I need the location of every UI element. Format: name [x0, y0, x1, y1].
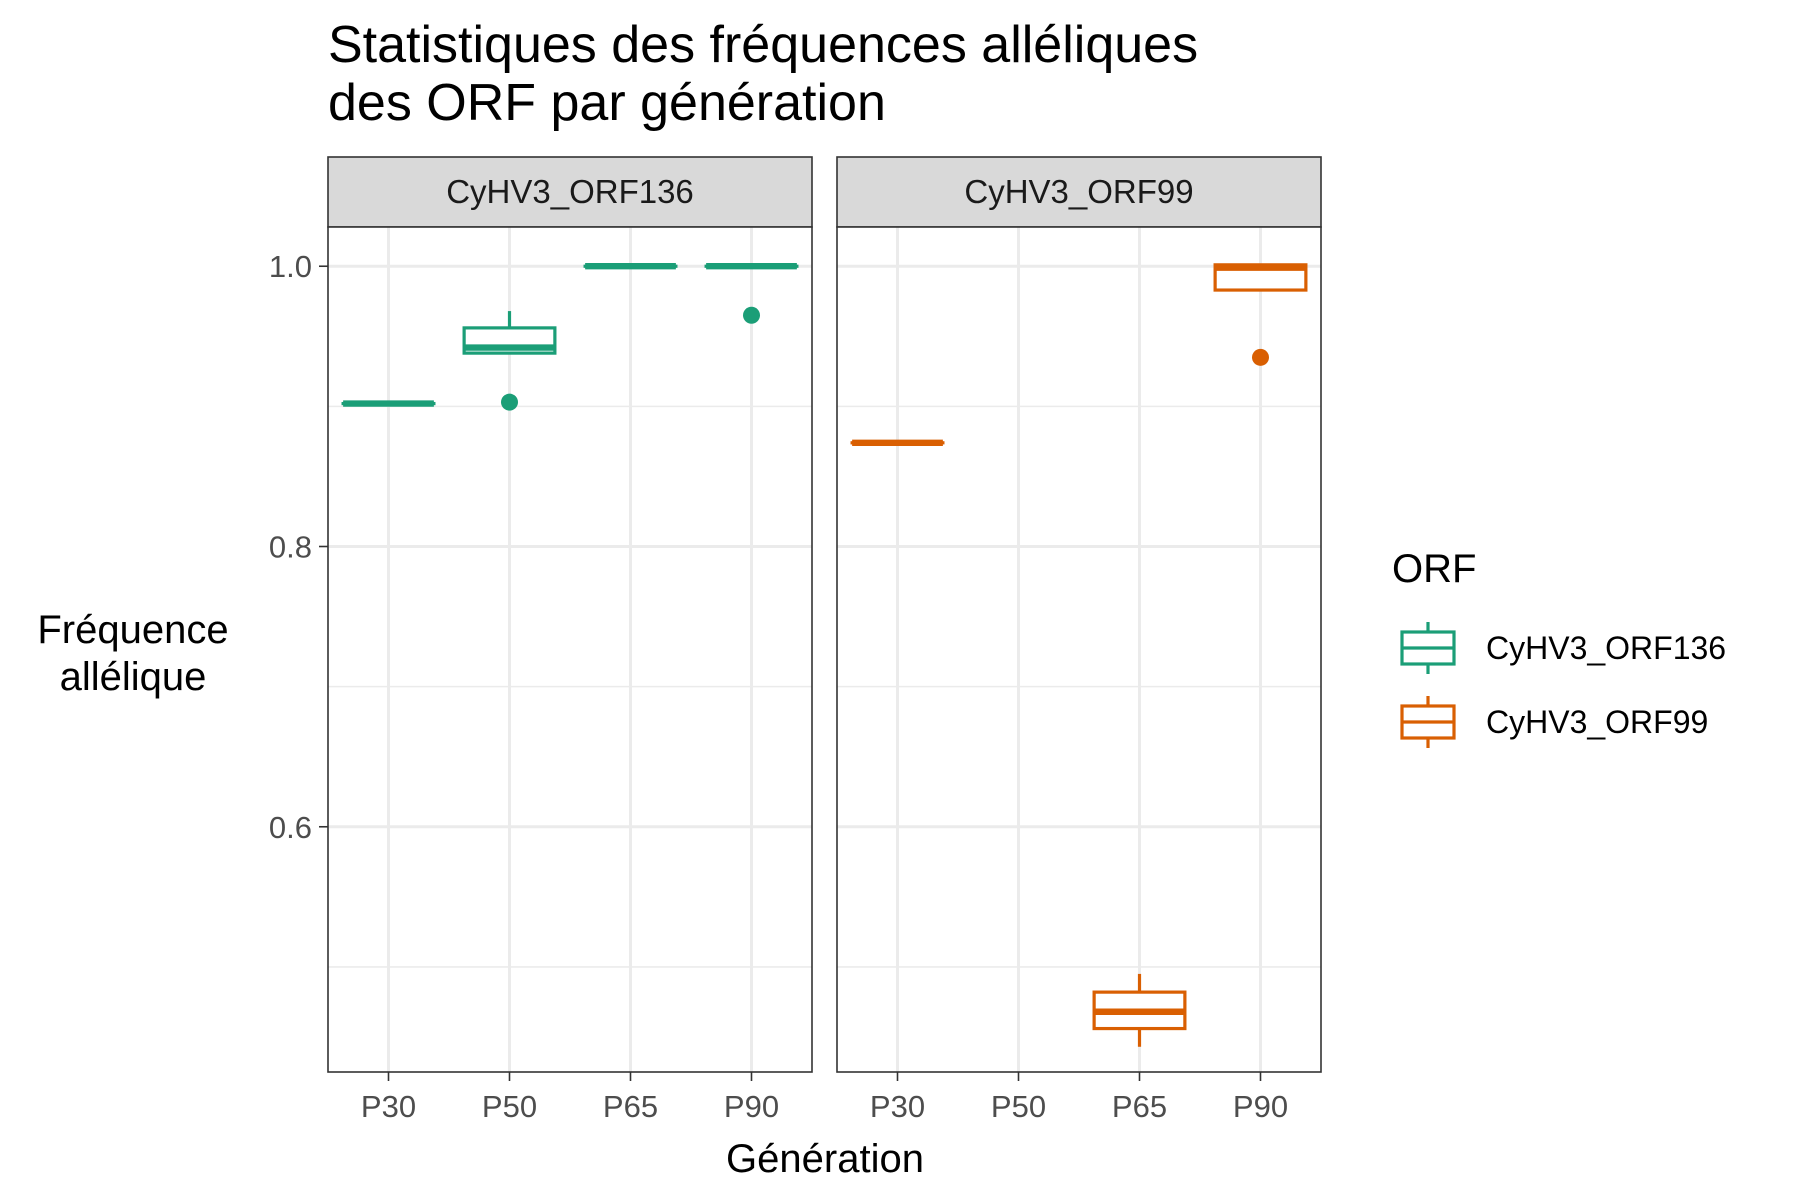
chart-title-line-1: Statistiques des fréquences alléliques — [328, 16, 1198, 74]
box-outlier — [743, 306, 760, 324]
facet-strip-label: CyHV3_ORF99 — [964, 173, 1193, 210]
x-axis: P30 P50 P65 P90 P30 P50 P65 P90 — [361, 1072, 1288, 1124]
panel-background — [837, 227, 1321, 1072]
panel-background — [328, 227, 812, 1072]
y-axis-title-line-1: Fréquence — [37, 608, 228, 652]
x-tick-label: P90 — [1233, 1089, 1288, 1124]
legend: ORF CyHV3_ORF136 CyHV3_ORF99 — [1392, 547, 1726, 748]
box-p65 — [1092, 973, 1187, 1047]
legend-label: CyHV3_ORF99 — [1486, 704, 1708, 740]
x-tick-label: P30 — [361, 1089, 416, 1124]
facet-strip-label: CyHV3_ORF136 — [446, 173, 694, 210]
facet-panels: CyHV3_ORF136 CyHV3_ORF99 — [327, 156, 1322, 1073]
box-outlier — [501, 393, 518, 411]
y-tick-label: 1.0 — [269, 249, 312, 284]
legend-key — [1400, 622, 1456, 674]
facet-panel: CyHV3_ORF99 — [836, 156, 1322, 1073]
legend-key — [1400, 696, 1456, 748]
box-p90 — [1213, 263, 1308, 366]
x-tick-label: P50 — [482, 1089, 537, 1124]
legend-label: CyHV3_ORF136 — [1486, 630, 1726, 666]
x-tick-label: P65 — [603, 1089, 658, 1124]
x-tick-label: P30 — [870, 1089, 925, 1124]
box-outlier — [1252, 348, 1269, 366]
x-tick-label: P50 — [991, 1089, 1046, 1124]
y-axis-title-line-2: allélique — [60, 655, 207, 699]
y-tick-label: 0.8 — [269, 530, 312, 565]
x-axis-title: Génération — [726, 1137, 924, 1181]
legend-title: ORF — [1392, 547, 1476, 591]
x-tick-label: P65 — [1112, 1089, 1167, 1124]
panel-border — [327, 226, 813, 1073]
chart-title-line-2: des ORF par génération — [328, 74, 886, 132]
facet-panel: CyHV3_ORF136 — [327, 156, 813, 1073]
box-p50 — [462, 311, 557, 411]
y-axis: 0.6 0.8 1.0 — [269, 249, 328, 845]
panel-border — [836, 226, 1322, 1073]
y-tick-label: 0.6 — [269, 810, 312, 845]
facet-strip — [327, 156, 813, 228]
x-tick-label: P90 — [724, 1089, 779, 1124]
box-p90 — [704, 263, 799, 324]
facet-strip — [836, 156, 1322, 228]
